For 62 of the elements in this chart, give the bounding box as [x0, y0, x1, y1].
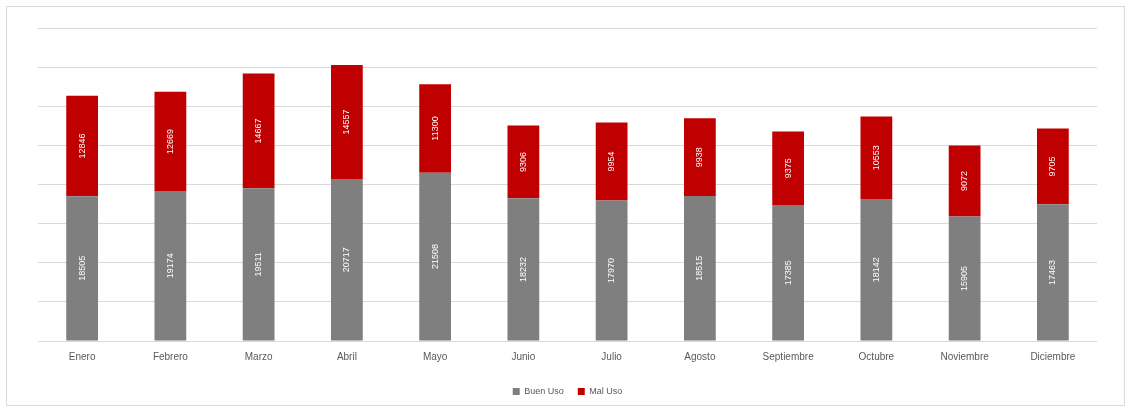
data-label: 12669 [164, 128, 175, 154]
data-label: 9306 [517, 151, 528, 172]
data-label: 17463 [1047, 259, 1058, 285]
x-tick-label: Marzo [244, 350, 273, 362]
bar [507, 125, 540, 199]
bar [419, 172, 452, 341]
x-tick-label: Octubre [858, 350, 895, 362]
data-label: 19174 [164, 253, 175, 279]
x-tick-label: Julio [601, 350, 623, 362]
bar [507, 198, 540, 341]
x-tick-label: Noviembre [940, 350, 990, 362]
bar [1036, 128, 1069, 205]
x-tick-label: Mayo [422, 350, 448, 362]
data-label: 9375 [782, 158, 793, 179]
legend-label: Mal Uso [589, 385, 623, 396]
data-label: 19511 [253, 252, 264, 277]
bar [772, 131, 805, 205]
data-label: 18515 [694, 255, 705, 281]
bar [66, 196, 99, 341]
data-label: 12846 [76, 133, 87, 159]
bar [860, 199, 893, 341]
x-tick-label: Abril [336, 350, 357, 362]
data-label: 10553 [870, 145, 881, 171]
data-label: 9072 [959, 171, 970, 192]
bar [66, 95, 99, 197]
data-label: 14667 [253, 118, 264, 144]
x-tick-label: Enero [68, 350, 96, 362]
x-tick-label: Septiembre [762, 350, 815, 362]
bar [683, 196, 716, 341]
data-label: 18142 [870, 257, 881, 283]
data-label: 9954 [606, 151, 617, 172]
bar [948, 145, 981, 217]
x-tick-label: Diciembre [1030, 350, 1076, 362]
bar [154, 190, 187, 341]
bar [154, 91, 187, 191]
data-label: 14557 [341, 109, 352, 135]
bar [595, 122, 628, 201]
bar [948, 216, 981, 341]
data-label: 20717 [341, 247, 352, 273]
bar [242, 73, 275, 189]
bar [595, 200, 628, 341]
bar [330, 178, 363, 341]
data-label: 15905 [959, 266, 970, 292]
x-tick-label: Agosto [684, 350, 716, 362]
x-tick-label: Febrero [152, 350, 189, 362]
bar [419, 84, 452, 173]
bar [772, 204, 805, 341]
data-label: 21508 [429, 244, 440, 270]
data-label: 11300 [429, 116, 440, 141]
bar [860, 116, 893, 200]
bar [242, 188, 275, 341]
data-label: 17385 [782, 260, 793, 286]
data-label: 9938 [694, 147, 705, 168]
data-label: 18232 [517, 256, 528, 282]
bar [1036, 204, 1069, 341]
data-label: 18505 [76, 255, 87, 281]
data-label: 9705 [1047, 156, 1058, 177]
legend-label: Buen Uso [524, 385, 564, 396]
x-tick-label: Junio [511, 350, 536, 362]
data-label: 17970 [606, 257, 617, 283]
bar [683, 118, 716, 197]
bar [330, 64, 363, 179]
